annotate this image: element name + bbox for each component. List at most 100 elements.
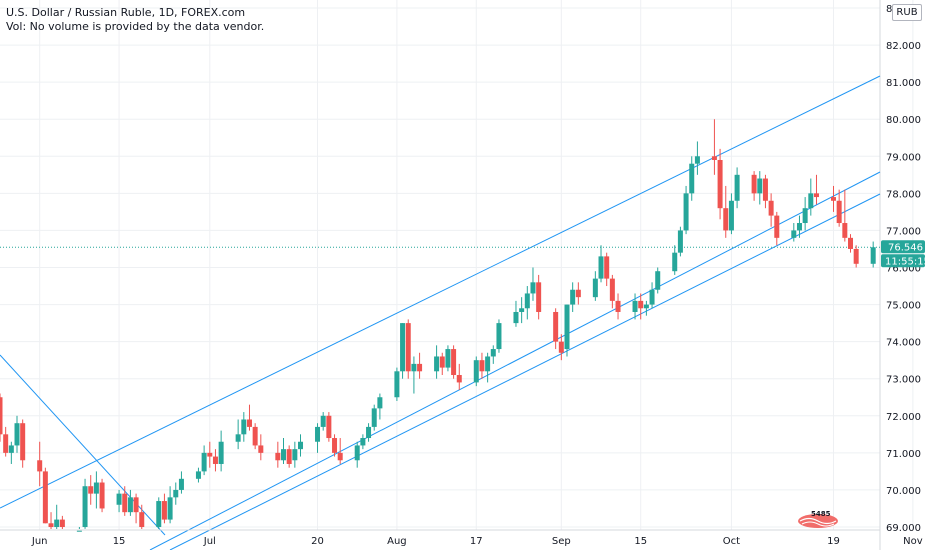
candle-body: [451, 349, 457, 376]
candle-body: [195, 471, 201, 479]
candle-body: [830, 197, 836, 201]
candle-body: [139, 512, 145, 527]
candle: [48, 512, 54, 529]
candle: [173, 482, 179, 505]
candle: [332, 434, 338, 457]
candle-body: [235, 434, 241, 442]
price-tick-label: 72.000: [886, 412, 921, 423]
candle: [615, 293, 621, 320]
candle-body: [48, 523, 54, 527]
candle: [609, 274, 615, 309]
candle-body: [82, 486, 88, 527]
candle: [127, 489, 133, 516]
candle: [694, 141, 700, 175]
candle-body: [870, 247, 876, 264]
candle-body: [496, 323, 502, 350]
channel-upper-line[interactable]: [0, 75, 881, 509]
candle: [439, 352, 445, 376]
candle-body: [360, 438, 366, 446]
channel-middle-line[interactable]: [149, 171, 881, 550]
candle-body: [127, 497, 133, 513]
candle-body: [751, 174, 757, 194]
candle: [672, 245, 678, 275]
candle-body: [405, 323, 411, 372]
price-tick-label: 73.000: [886, 375, 921, 386]
candle-body: [0, 397, 3, 435]
candle-body: [315, 426, 321, 442]
currency-button[interactable]: RUB: [892, 4, 922, 21]
candle-body: [530, 282, 536, 294]
candle: [496, 319, 502, 353]
candle-body: [241, 419, 247, 435]
candle-body: [434, 356, 440, 372]
candle: [762, 174, 768, 209]
last-price-box: [881, 240, 925, 254]
candle-body: [711, 156, 717, 160]
candle-body: [212, 456, 218, 464]
candle-body: [292, 449, 298, 461]
time-tick-label: 19: [827, 536, 840, 547]
candle-body: [842, 223, 848, 238]
candle: [93, 471, 99, 509]
candle: [377, 393, 383, 420]
candle-body: [575, 289, 581, 298]
candle: [76, 527, 82, 532]
candle: [524, 286, 530, 320]
candle-body: [3, 434, 9, 453]
candle-body: [275, 452, 281, 461]
candle: [558, 334, 564, 361]
candle: [366, 423, 372, 442]
candle-body: [485, 356, 491, 372]
candle: [490, 345, 496, 364]
candle-body: [598, 256, 604, 279]
candle-body: [513, 311, 519, 324]
candle: [218, 430, 224, 472]
candle-body: [848, 237, 853, 249]
time-axis-labels: Jun 15 Jul 20 Aug 17 Sep 15 Oct 19 Nov: [0, 529, 923, 547]
candle-body: [167, 497, 173, 520]
candle-body: [570, 289, 576, 305]
channel-lines[interactable]: [0, 75, 881, 550]
price-tick-label: 75.000: [886, 301, 921, 312]
candle-body: [371, 408, 377, 427]
candle: [178, 471, 184, 494]
candle: [570, 282, 576, 312]
candle: [400, 323, 406, 379]
candle-body: [802, 208, 808, 224]
candle: [434, 345, 440, 379]
candle-body: [689, 163, 695, 194]
candle: [139, 504, 145, 529]
candle-body: [757, 178, 763, 194]
price-tick-label: 82.000: [886, 41, 921, 52]
candle-body: [677, 230, 683, 253]
candle: [42, 467, 48, 524]
candle: [592, 271, 598, 301]
candle-body: [723, 208, 729, 231]
candle: [683, 185, 689, 235]
candle-body: [252, 426, 258, 446]
candle-body: [326, 415, 332, 439]
symbol-title[interactable]: U.S. Dollar / Russian Ruble, 1D, FOREX.c…: [6, 6, 246, 19]
candle: [604, 252, 610, 287]
channel-lower-line[interactable]: [169, 193, 881, 550]
candle: [0, 393, 3, 442]
candle: [156, 497, 162, 529]
candle-body: [649, 289, 655, 305]
candle: [485, 352, 491, 383]
candles: [0, 119, 876, 532]
candle-body: [592, 278, 598, 298]
candle-body: [519, 308, 525, 312]
logo-text: 5485: [811, 510, 831, 518]
candle: [235, 419, 241, 450]
candle: [751, 171, 757, 201]
candle-body: [728, 200, 734, 231]
candle: [167, 486, 173, 524]
last-price-value: 76.546: [888, 242, 923, 253]
candle: [519, 297, 525, 324]
price-tick-label: 78.000: [886, 189, 921, 200]
candle-body: [632, 300, 638, 312]
candle: [655, 267, 661, 294]
candle-body: [88, 486, 94, 494]
time-tick-label: 15: [634, 536, 647, 547]
